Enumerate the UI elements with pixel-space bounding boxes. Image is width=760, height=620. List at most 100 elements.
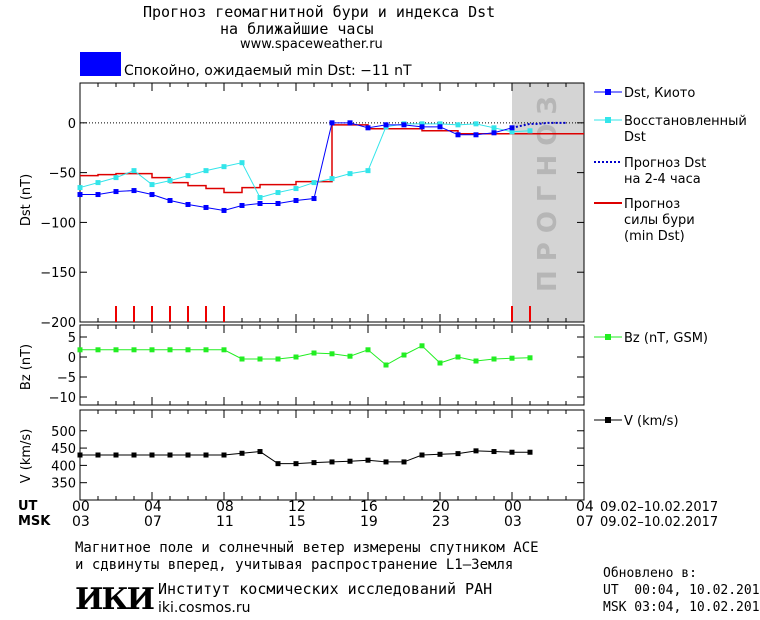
panel-frame bbox=[79, 324, 585, 406]
series-line bbox=[511, 121, 566, 129]
legend-marker bbox=[605, 334, 611, 340]
data-point bbox=[113, 452, 119, 458]
data-point bbox=[491, 449, 497, 455]
msk-tick-label: 03 bbox=[72, 514, 90, 530]
data-point bbox=[293, 461, 299, 467]
data-point bbox=[329, 459, 335, 465]
data-point bbox=[131, 347, 137, 353]
ut-tick-label: 16 bbox=[360, 499, 378, 515]
ut-tick-label: 08 bbox=[216, 499, 234, 515]
legend-label: (min Dst) bbox=[624, 229, 685, 244]
updated-msk: MSK 03:04, 10.02.2017 bbox=[603, 600, 760, 615]
ut-tick-label: 04 bbox=[576, 499, 594, 515]
data-point bbox=[311, 180, 317, 186]
updated-label: Обновлено в: bbox=[603, 566, 697, 581]
series-line bbox=[79, 123, 531, 199]
y-tick-label: 400 bbox=[51, 459, 76, 474]
data-point bbox=[185, 201, 191, 207]
data-point bbox=[365, 347, 371, 353]
data-point bbox=[149, 452, 155, 458]
data-point bbox=[311, 196, 317, 202]
y-tick-label: −150 bbox=[40, 266, 76, 281]
data-point bbox=[167, 452, 173, 458]
data-point bbox=[329, 120, 335, 126]
y-tick-label: 5 bbox=[68, 331, 76, 346]
y-tick-label: −5 bbox=[57, 371, 76, 386]
ut-tick-label: 20 bbox=[432, 499, 450, 515]
data-point bbox=[455, 354, 461, 360]
data-point bbox=[203, 452, 209, 458]
legend-label: V (km/s) bbox=[624, 414, 679, 429]
data-point bbox=[365, 168, 371, 174]
data-point bbox=[419, 343, 425, 349]
institute-site[interactable]: iki.cosmos.ru bbox=[158, 600, 251, 616]
site-link[interactable]: www.spaceweather.ru bbox=[240, 37, 383, 52]
data-point bbox=[491, 130, 497, 136]
data-point bbox=[77, 185, 83, 191]
data-point bbox=[149, 347, 155, 353]
y-tick-label: 450 bbox=[51, 442, 76, 457]
data-point bbox=[275, 200, 281, 206]
chart-subtitle: на ближайшие часы bbox=[220, 20, 374, 38]
data-point bbox=[257, 449, 263, 455]
msk-tick-label: 15 bbox=[288, 514, 306, 530]
status-text: Спокойно, ожидаемый min Dst: −11 nT bbox=[124, 63, 412, 79]
data-point bbox=[311, 460, 317, 466]
data-point bbox=[437, 451, 443, 457]
chart-title: Прогноз геомагнитной бури и индекса Dst bbox=[143, 3, 496, 21]
measurement-note-line2: и сдвинуты вперед, учитывая распростране… bbox=[75, 557, 514, 573]
msk-tick-label: 03 bbox=[504, 514, 522, 530]
data-point bbox=[527, 449, 533, 455]
measurement-note-line1: Магнитное поле и солнечный ветер измерен… bbox=[75, 540, 539, 556]
data-point bbox=[365, 457, 371, 463]
data-point bbox=[437, 360, 443, 366]
msk-axis-label: MSK bbox=[18, 514, 51, 529]
data-point bbox=[455, 122, 461, 128]
ut-axis-label: UT bbox=[18, 499, 38, 514]
legend-label: Dst, Киото bbox=[624, 86, 695, 101]
date-range-ut: 09.02–10.02.2017 bbox=[600, 500, 719, 515]
data-point bbox=[203, 168, 209, 174]
y-axis-label: Dst (nT) bbox=[19, 174, 34, 226]
data-point bbox=[347, 171, 353, 177]
data-point bbox=[257, 200, 263, 206]
data-point bbox=[257, 195, 263, 201]
data-point bbox=[437, 124, 443, 130]
data-point bbox=[401, 459, 407, 465]
legend-label: силы бури bbox=[624, 213, 695, 228]
data-point bbox=[527, 355, 533, 361]
data-point bbox=[131, 188, 137, 194]
data-point bbox=[167, 178, 173, 184]
data-point bbox=[77, 347, 83, 353]
data-point bbox=[347, 458, 353, 464]
data-point bbox=[77, 192, 83, 198]
series-line bbox=[80, 122, 513, 211]
data-point bbox=[113, 347, 119, 353]
y-tick-label: −100 bbox=[40, 216, 76, 231]
legend-marker bbox=[605, 117, 611, 123]
data-point bbox=[203, 347, 209, 353]
data-point bbox=[491, 356, 497, 362]
data-point bbox=[329, 176, 335, 182]
status-indicator bbox=[80, 52, 121, 76]
legend-marker bbox=[605, 417, 611, 423]
forecast-label: ПРОГНОЗ bbox=[533, 87, 563, 292]
legend-label: на 2-4 часа bbox=[624, 172, 701, 187]
data-point bbox=[311, 350, 317, 356]
data-point bbox=[149, 182, 155, 188]
data-point bbox=[473, 121, 479, 127]
data-point bbox=[257, 356, 263, 362]
data-point bbox=[383, 122, 389, 128]
data-point bbox=[221, 207, 227, 213]
legend-label: Восстановленный bbox=[624, 114, 747, 129]
legend-label: Bz (nT, GSM) bbox=[624, 331, 708, 346]
data-point bbox=[221, 164, 227, 170]
legend-marker bbox=[605, 89, 611, 95]
y-tick-label: −50 bbox=[49, 167, 76, 182]
data-point bbox=[95, 452, 101, 458]
msk-tick-label: 23 bbox=[432, 514, 450, 530]
panel-frame bbox=[79, 82, 585, 323]
data-point bbox=[401, 352, 407, 358]
data-point bbox=[275, 461, 281, 467]
